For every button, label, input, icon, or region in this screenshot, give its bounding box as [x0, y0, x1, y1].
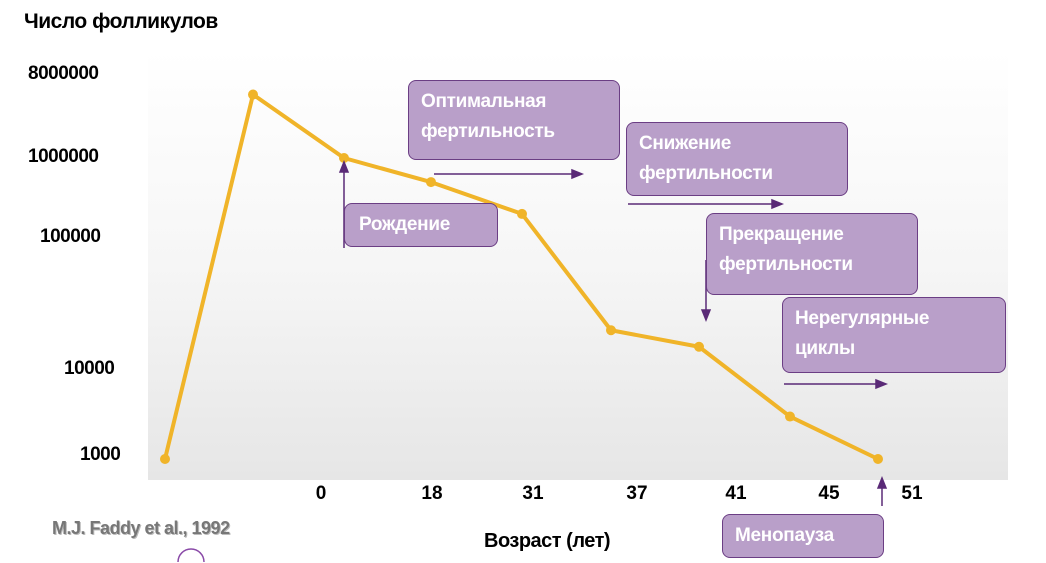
annotation-irregular-cycles: Нерегулярные циклы	[782, 297, 1006, 373]
cessation-arrow-head	[700, 309, 712, 323]
irregular-arrow-head	[875, 378, 889, 390]
annotation-line: фертильности	[719, 254, 853, 275]
menopause-arrow-head	[876, 475, 888, 489]
annotation-line: Нерегулярные	[795, 308, 930, 329]
source-citation: M.J. Faddy et al., 1992	[52, 518, 230, 538]
annotation-line: Прекращение	[719, 224, 844, 245]
y-tick-label: 10000	[64, 358, 115, 379]
x-tick-label: 31	[522, 483, 544, 504]
birth-arrow-head	[338, 159, 350, 173]
annotation-optimal-fertility: Оптимальная фертильность	[408, 80, 620, 160]
annotation-line: Оптимальная	[421, 91, 547, 112]
data-point	[606, 325, 616, 336]
data-points	[160, 89, 883, 464]
data-point	[426, 177, 436, 188]
annotation-menopause: Менопауза	[722, 514, 884, 558]
y-tick-label: 8000000	[28, 63, 99, 84]
annotation-line: фертильность	[421, 121, 555, 142]
annotation-line: Снижение	[639, 133, 731, 154]
data-point	[785, 411, 795, 422]
data-point	[248, 89, 258, 100]
x-tick-label: 0	[315, 483, 327, 504]
annotation-line: Менопауза	[735, 525, 834, 546]
chart-title: Число фолликулов	[24, 10, 218, 33]
annotation-fertility-decline: Снижение фертильности	[626, 122, 848, 196]
x-tick-label: 37	[626, 483, 648, 504]
annotation-line: Рождение	[359, 214, 450, 235]
data-point	[873, 454, 883, 464]
y-tick-label: 100000	[40, 226, 101, 247]
annotation-line: циклы	[795, 338, 855, 359]
y-tick-label: 1000	[80, 444, 121, 465]
annotation-line: фертильности	[639, 163, 773, 184]
annotation-birth: Рождение	[344, 203, 498, 247]
data-point	[339, 153, 349, 163]
x-tick-label: 18	[421, 483, 443, 504]
optimal-arrow-head	[571, 168, 585, 180]
x-tick-label: 41	[725, 483, 747, 504]
purple-circle-icon	[177, 548, 205, 563]
x-tick-label: 45	[818, 483, 840, 504]
decline-arrow-head	[771, 198, 785, 210]
annotation-fertility-cessation: Прекращение фертильности	[706, 213, 918, 295]
x-tick-label: 51	[901, 483, 923, 504]
x-axis-label: Возраст (лет)	[484, 530, 611, 552]
data-point	[160, 454, 170, 464]
annotation-arrows	[338, 159, 889, 506]
data-point	[694, 341, 704, 352]
data-point	[517, 208, 527, 219]
y-tick-label: 1000000	[28, 146, 99, 167]
